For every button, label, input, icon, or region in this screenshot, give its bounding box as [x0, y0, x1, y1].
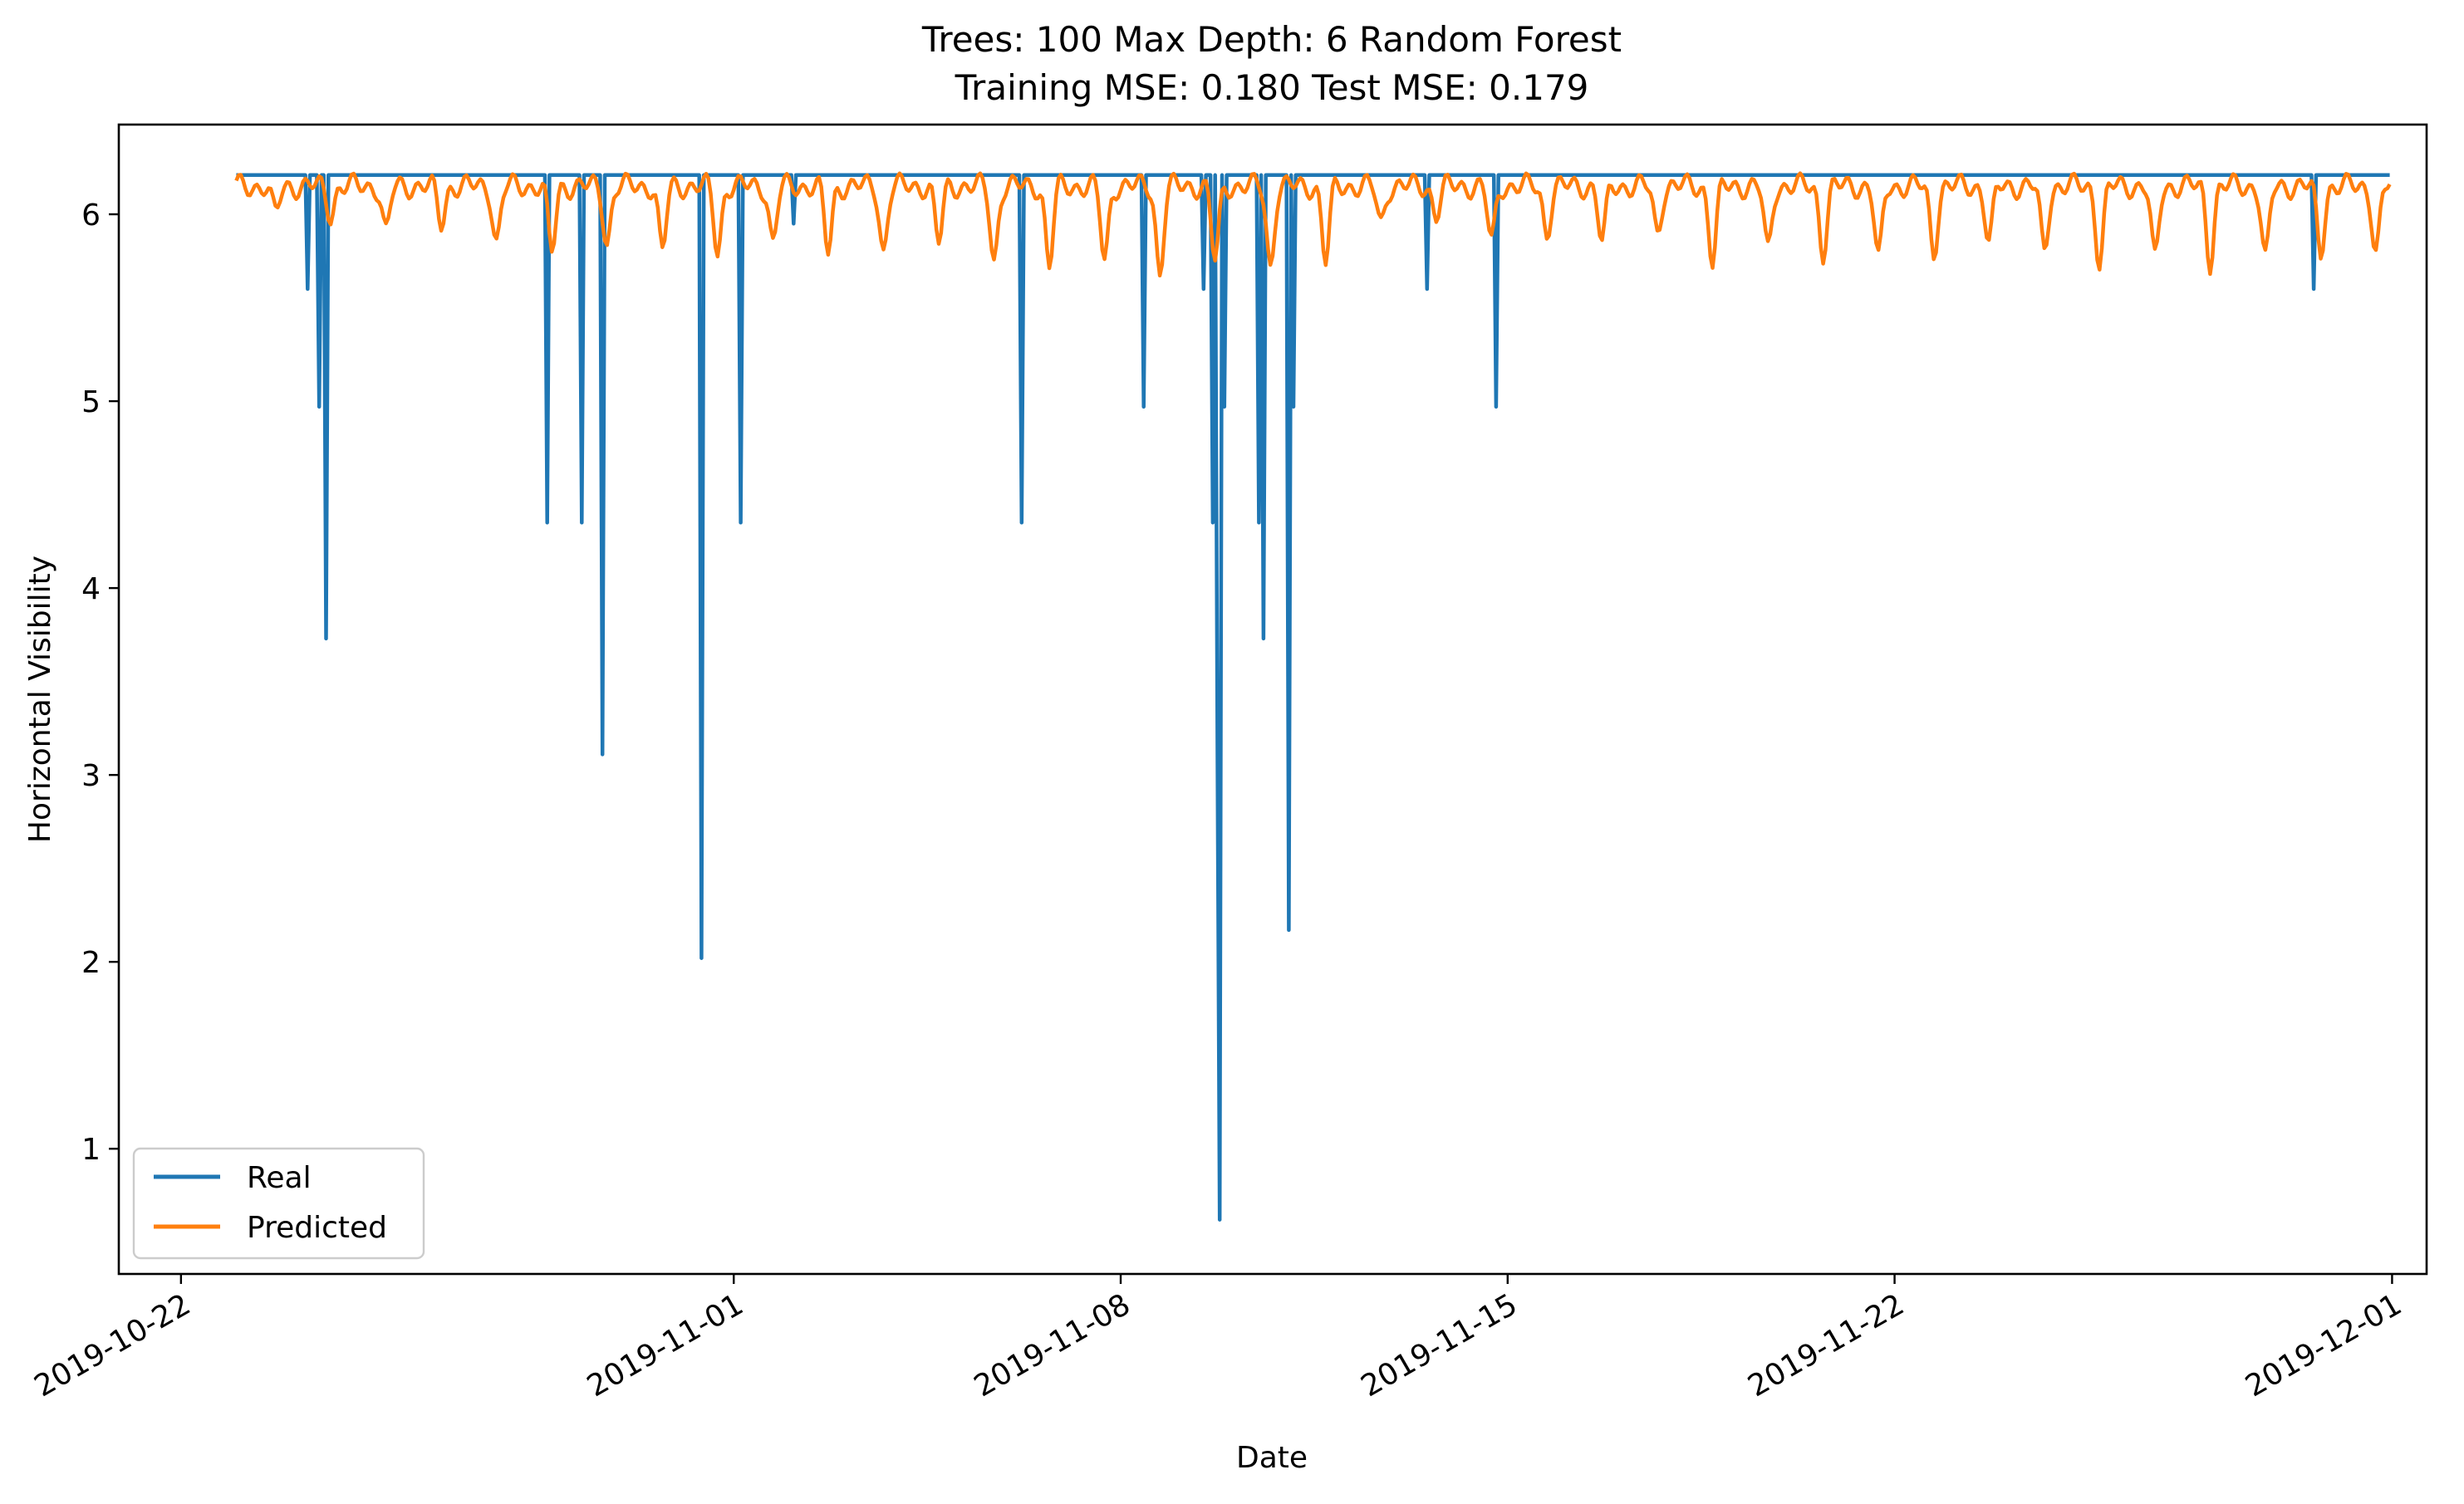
legend-label-predicted: Predicted	[247, 1211, 387, 1245]
x-tick-label: 2019-10-22	[29, 1287, 197, 1404]
x-tick-label: 2019-12-01	[2240, 1287, 2408, 1404]
legend: Real Predicted	[132, 1147, 425, 1260]
y-tick-label: 4	[81, 572, 101, 606]
series-line-predicted	[234, 171, 2392, 278]
y-axis-label: Horizontal Visibility	[23, 556, 57, 843]
x-tick-label: 2019-11-01	[582, 1287, 749, 1404]
y-tick-label: 6	[81, 198, 101, 233]
y-axis: 1 2 3 4 5 6	[81, 198, 119, 1167]
x-tick-label: 2019-11-08	[969, 1287, 1136, 1404]
y-tick-label: 1	[81, 1133, 101, 1167]
plot-area	[119, 125, 2427, 1274]
y-tick-label: 5	[81, 385, 101, 419]
chart-subtitle: Training MSE: 0.180 Test MSE: 0.179	[955, 67, 1589, 108]
x-tick-label: 2019-11-22	[1742, 1287, 1910, 1404]
chart-title: Trees: 100 Max Depth: 6 Random Forest	[921, 19, 1622, 60]
x-axis: 2019-10-22 2019-11-01 2019-11-08 2019-11-15…	[29, 1274, 2408, 1404]
plot-frame	[117, 123, 2428, 1276]
x-axis-label: Date	[1236, 1441, 1308, 1475]
legend-label-real: Real	[247, 1161, 312, 1195]
y-tick-label: 3	[81, 759, 101, 793]
y-tick-label: 2	[81, 946, 101, 980]
series-layer	[234, 171, 2392, 1222]
x-tick-label: 2019-11-15	[1356, 1287, 1524, 1404]
